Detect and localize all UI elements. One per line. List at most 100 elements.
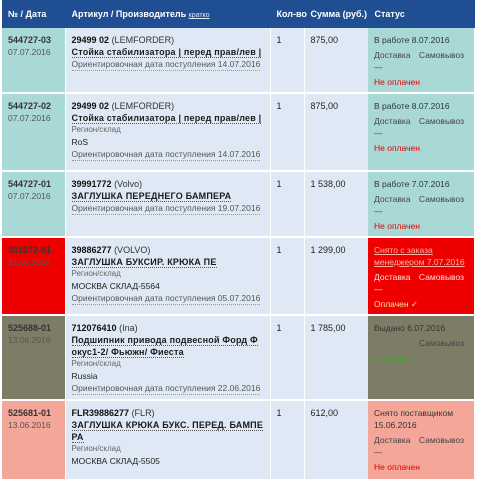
column-header-article[interactable]: Артикул / Производитель кратко (65, 0, 271, 28)
qty-value: 1 (276, 323, 282, 333)
article-cell: 39991772 (Volvo) ЗАГЛУШКА ПЕРЕДНЕГО БАМП… (64, 171, 270, 238)
product-name[interactable]: ЗАГЛУШКА БУКСИР. КРЮКА ПЕ (71, 257, 217, 268)
delivery-type: Самовывоз (418, 435, 464, 445)
product-name[interactable]: ЗАГЛУШКА ПЕРЕДНЕГО БАМПЕРА (71, 191, 232, 202)
product-name[interactable]: Стойка стабилизатора | перед прав/лев | (71, 47, 262, 58)
status-cell: Снято поставщиком 15.06.2016 Доставка — С… (368, 400, 474, 481)
article-number[interactable]: 39886277 (71, 245, 112, 255)
order-cell: 525688-01 13.06.2016 (2, 315, 65, 401)
region-label: Регион/склад (71, 125, 121, 134)
article-cell: 29499 02 (LEMFORDER) Стойка стабилизатор… (64, 93, 270, 172)
order-date: 13.06.2016 (8, 335, 51, 345)
order-number[interactable]: 525681-01 (8, 408, 52, 418)
delivery-label: Доставка — (374, 116, 411, 138)
order-cell: 525681-01 13.06.2016 (2, 400, 65, 481)
region-label: Регион/склад (71, 359, 121, 368)
article-cell: 712076410 (Ina) Подшипник привода подвес… (64, 315, 270, 401)
delivery-type: Самовывоз (418, 50, 464, 60)
eta-text: Ориентировочная дата поступления 19.07.2… (71, 203, 261, 215)
qty-value: 1 (276, 179, 282, 189)
eta-text: Ориентировочная дата поступления 14.07.2… (71, 59, 261, 71)
order-number[interactable]: 525688-01 (8, 323, 52, 333)
status-text: В работе 7.07.2016 (374, 179, 450, 189)
table-row[interactable]: 544727-02 07.07.2016 29499 02 (LEMFORDER… (2, 93, 474, 172)
article-number[interactable]: 712076410 (71, 323, 117, 333)
delivery-info: Доставка — Самовывоз (374, 193, 470, 217)
manufacturer: (FLR) (131, 408, 155, 418)
sum-value: 1 785,00 (310, 323, 346, 333)
product-name[interactable]: ЗАГЛУШКА КРЮКА БУКС. ПЕРЕД. БАМПЕ РА (71, 420, 264, 443)
eta-text: Ориентировочная дата поступления 22.06.2… (71, 383, 261, 395)
article-cell: 29499 02 (LEMFORDER) Стойка стабилизатор… (64, 28, 270, 94)
qty-cell: 1 (269, 400, 304, 481)
short-view-link[interactable]: кратко (188, 12, 210, 19)
delivery-label: Доставка — (374, 435, 411, 457)
eta-text: Ориентировочная дата поступления 05.07.2… (71, 293, 261, 305)
table-header: № / Дата Артикул / Производитель кратко … (2, 0, 475, 28)
status-cell: Выдано 6.07.2016 Самовывоз Оплачен ✓ (368, 315, 474, 401)
article-number[interactable]: 29499 02 (71, 35, 110, 45)
column-header-sum[interactable]: Сумма (руб.) (304, 0, 369, 28)
qty-cell: 1 (269, 93, 304, 172)
table-row[interactable]: 544727-03 07.07.2016 29499 02 (LEMFORDER… (2, 28, 474, 94)
region-value: Russia (71, 371, 98, 381)
payment-status: Оплачен ✓ (374, 299, 419, 309)
delivery-label: Доставка — (374, 272, 411, 294)
order-cell: 544727-01 07.07.2016 (2, 171, 65, 238)
sum-cell: 1 538,00 (303, 171, 368, 238)
order-cell: 501072-01 21.06.2016 (2, 237, 65, 316)
qty-cell: 1 (269, 315, 304, 401)
table-row[interactable]: 525688-01 13.06.2016 712076410 (Ina) Под… (2, 315, 474, 401)
order-date: 13.06.2016 (8, 420, 51, 430)
order-number[interactable]: 544727-02 (8, 101, 52, 111)
sum-value: 1 299,00 (310, 245, 346, 255)
qty-value: 1 (276, 245, 282, 255)
column-header-order[interactable]: № / Дата (2, 0, 66, 28)
status-text: менеджером 7.07.2016 (374, 257, 465, 267)
delivery-type: Самовывоз (418, 338, 464, 348)
article-number[interactable]: 39991772 (71, 179, 112, 189)
region-label: Регион/склад (71, 269, 121, 278)
delivery-info: Самовывоз (374, 337, 470, 349)
product-name[interactable]: Стойка стабилизатора | перед прав/лев | (71, 113, 262, 124)
sum-cell: 1 299,00 (303, 237, 368, 316)
table-row[interactable]: 525681-01 13.06.2016 FLR39886277 (FLR) З… (2, 400, 474, 481)
qty-cell: 1 (269, 28, 304, 94)
order-number[interactable]: 544727-03 (8, 35, 52, 45)
column-header-qty[interactable]: Кол-во (270, 0, 307, 28)
sum-value: 612,00 (310, 408, 339, 418)
order-date: 07.07.2016 (8, 191, 51, 201)
order-date: 07.07.2016 (8, 47, 51, 57)
manufacturer: (LEMFORDER) (111, 101, 175, 111)
order-date: 07.07.2016 (8, 113, 51, 123)
order-number[interactable]: 501072-01 (8, 245, 52, 255)
sum-value: 875,00 (310, 101, 339, 111)
qty-value: 1 (276, 408, 282, 418)
sum-value: 1 538,00 (310, 179, 346, 189)
product-name[interactable]: Подшипник привода подвесной Форд Ф окус1… (71, 335, 258, 358)
qty-value: 1 (276, 101, 282, 111)
status-cell: В работе 8.07.2016 Доставка — Самовывоз … (368, 93, 474, 172)
sum-cell: 612,00 (303, 400, 368, 481)
qty-value: 1 (276, 35, 282, 45)
region-label: Регион/склад (71, 444, 121, 453)
manufacturer: (LEMFORDER) (111, 35, 175, 45)
article-number[interactable]: 29499 02 (71, 101, 110, 111)
payment-status: Оплачен ✓ (374, 353, 419, 363)
article-cell: 39886277 (VOLVO) ЗАГЛУШКА БУКСИР. КРЮКА … (64, 237, 270, 316)
region-value: МОСКВА СКЛАД-5505 (71, 456, 160, 466)
delivery-info: Доставка — Самовывоз (374, 115, 470, 139)
delivery-info: Доставка — Самовывоз (374, 271, 470, 295)
order-number[interactable]: 544727-01 (8, 179, 52, 189)
payment-status: Не оплачен (374, 143, 420, 153)
article-number[interactable]: FLR39886277 (71, 408, 130, 418)
status-text: Снято поставщиком (374, 408, 454, 418)
status-text: В работе 8.07.2016 (374, 35, 450, 45)
table-row[interactable]: 501072-01 21.06.2016 39886277 (VOLVO) ЗА… (2, 237, 474, 316)
delivery-type: Самовывоз (418, 116, 464, 126)
column-header-status[interactable]: Статус (368, 0, 475, 28)
table-row[interactable]: 544727-01 07.07.2016 39991772 (Volvo) ЗА… (2, 171, 474, 238)
table-body: 544727-03 07.07.2016 29499 02 (LEMFORDER… (2, 28, 474, 481)
